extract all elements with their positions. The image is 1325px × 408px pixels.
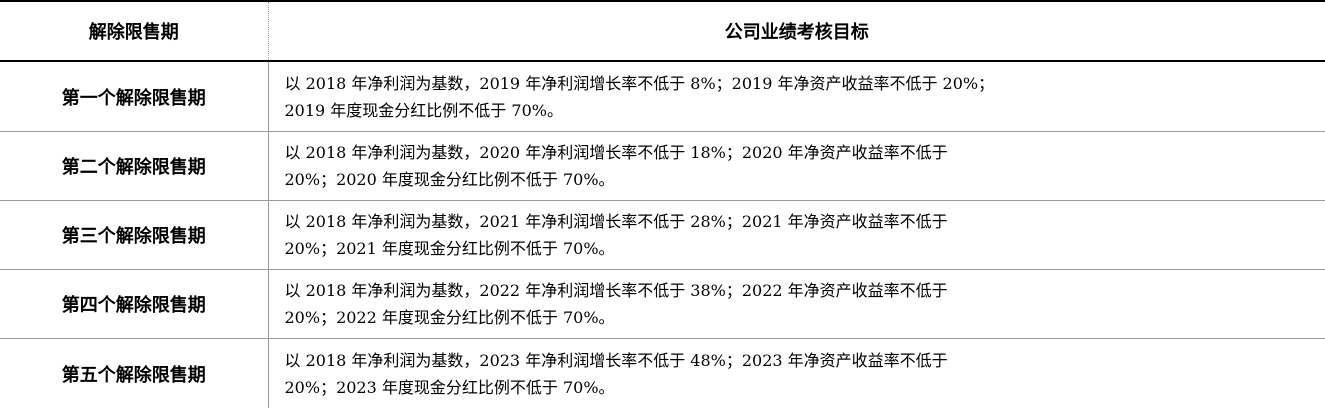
table-header: 解除限售期 公司业绩考核目标: [0, 0, 1325, 62]
period-cell: 第五个解除限售期: [0, 338, 269, 408]
target-line-2: 20%；2021 年度现金分红比例不低于 70%。: [284, 239, 615, 258]
target-cell: 以 2018 年净利润为基数，2020 年净利润增长率不低于 18%；2020 …: [268, 131, 1325, 201]
period-cell: 第二个解除限售期: [0, 131, 269, 201]
header-row: 解除限售期 公司业绩考核目标: [0, 0, 1325, 62]
target-line-2: 2019 年度现金分红比例不低于 70%。: [284, 100, 563, 120]
target-line-2: 20%；2020 年度现金分红比例不低于 70%。: [284, 170, 615, 189]
table-row: 第一个解除限售期 以 2018 年净利润为基数，2019 年净利润增长率不低于 …: [0, 61, 1325, 132]
target-line-2: 20%；2022 年度现金分红比例不低于 70%。: [284, 308, 615, 327]
target-cell: 以 2018 年净利润为基数，2021 年净利润增长率不低于 28%；2021 …: [268, 200, 1325, 270]
table-body: 第一个解除限售期 以 2018 年净利润为基数，2019 年净利润增长率不低于 …: [0, 61, 1325, 408]
table-row: 第五个解除限售期 以 2018 年净利润为基数，2023 年净利润增长率不低于 …: [0, 338, 1325, 408]
target-line-1: 以 2018 年净利润为基数，2022 年净利润增长率不低于 38%；2022 …: [284, 281, 948, 300]
target-line-2: 20%；2023 年度现金分红比例不低于 70%。: [284, 377, 615, 397]
period-cell: 第三个解除限售期: [0, 200, 269, 270]
table-row: 第四个解除限售期 以 2018 年净利润为基数，2022 年净利润增长率不低于 …: [0, 269, 1325, 339]
target-cell: 以 2018 年净利润为基数，2022 年净利润增长率不低于 38%；2022 …: [268, 269, 1325, 339]
header-period: 解除限售期: [0, 0, 269, 62]
target-line-1: 以 2018 年净利润为基数，2021 年净利润增长率不低于 28%；2021 …: [284, 212, 948, 231]
target-cell: 以 2018 年净利润为基数，2019 年净利润增长率不低于 8%；2019 年…: [268, 61, 1325, 132]
target-line-1: 以 2018 年净利润为基数，2019 年净利润增长率不低于 8%；2019 年…: [284, 73, 995, 93]
table-row: 第三个解除限售期 以 2018 年净利润为基数，2021 年净利润增长率不低于 …: [0, 200, 1325, 270]
period-cell: 第一个解除限售期: [0, 61, 269, 132]
target-cell: 以 2018 年净利润为基数，2023 年净利润增长率不低于 48%；2023 …: [268, 339, 1325, 408]
target-line-1: 以 2018 年净利润为基数，2020 年净利润增长率不低于 18%；2020 …: [284, 143, 948, 162]
header-target: 公司业绩考核目标: [268, 0, 1325, 62]
table-row: 第二个解除限售期 以 2018 年净利润为基数，2020 年净利润增长率不低于 …: [0, 131, 1325, 201]
target-line-1: 以 2018 年净利润为基数，2023 年净利润增长率不低于 48%；2023 …: [284, 350, 948, 370]
period-cell: 第四个解除限售期: [0, 269, 269, 339]
